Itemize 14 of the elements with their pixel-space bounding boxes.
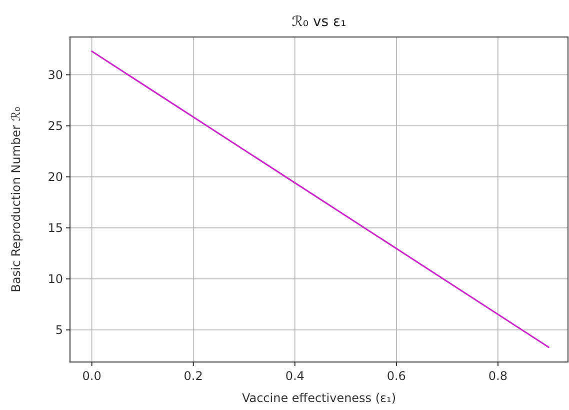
x-tick-label: 0.0 bbox=[82, 369, 102, 383]
y-tick-label: 15 bbox=[48, 220, 63, 235]
y-tick-label: 5 bbox=[55, 322, 63, 337]
y-tick-label: 10 bbox=[48, 272, 63, 286]
y-axis-title: Basic Reproduction Number ℛ₀ bbox=[9, 106, 23, 292]
y-tick-label: 30 bbox=[48, 68, 63, 82]
chart-title: ℛ₀ vs ε₁ bbox=[292, 14, 346, 30]
y-tick-label: 20 bbox=[48, 170, 63, 184]
x-tick-label: 0.6 bbox=[386, 369, 406, 383]
x-tick-label: 0.2 bbox=[184, 369, 203, 383]
x-tick-label: 0.8 bbox=[488, 369, 508, 383]
x-tick-label: 0.4 bbox=[285, 369, 304, 383]
y-tick-label: 25 bbox=[48, 118, 63, 133]
x-axis-title: Vaccine effectiveness (ε₁) bbox=[242, 391, 396, 405]
